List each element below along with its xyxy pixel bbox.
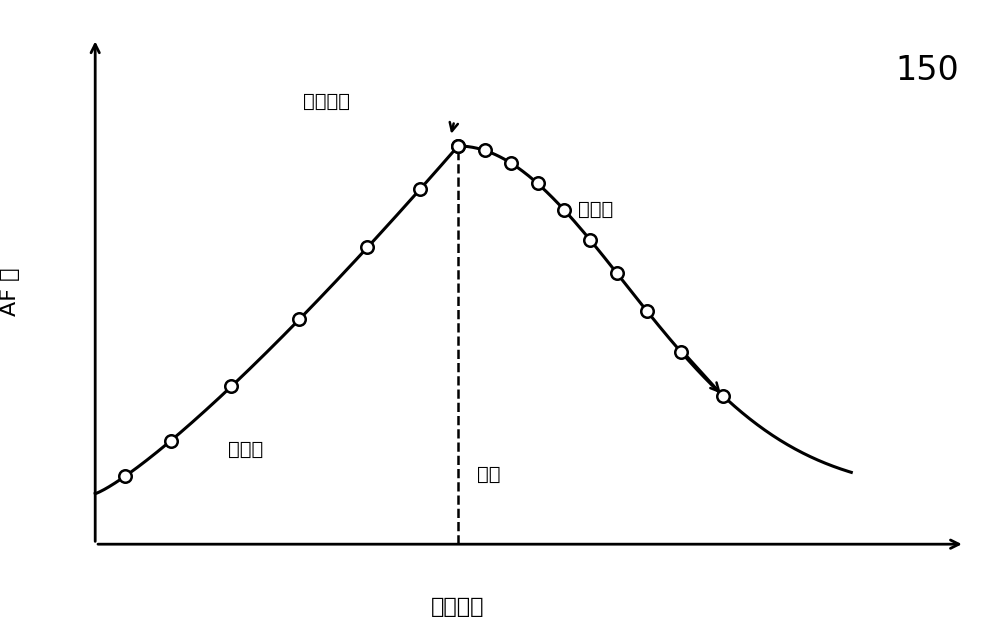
Text: 细扫描: 细扫描 [578,200,613,219]
Text: 透镜位置: 透镜位置 [431,597,485,618]
Text: 粗扫描: 粗扫描 [228,440,263,459]
Text: AF 値: AF 値 [0,267,20,315]
Text: 最终定位: 最终定位 [303,92,350,111]
Text: 150: 150 [895,53,959,86]
Text: 聚焦: 聚焦 [477,465,501,484]
